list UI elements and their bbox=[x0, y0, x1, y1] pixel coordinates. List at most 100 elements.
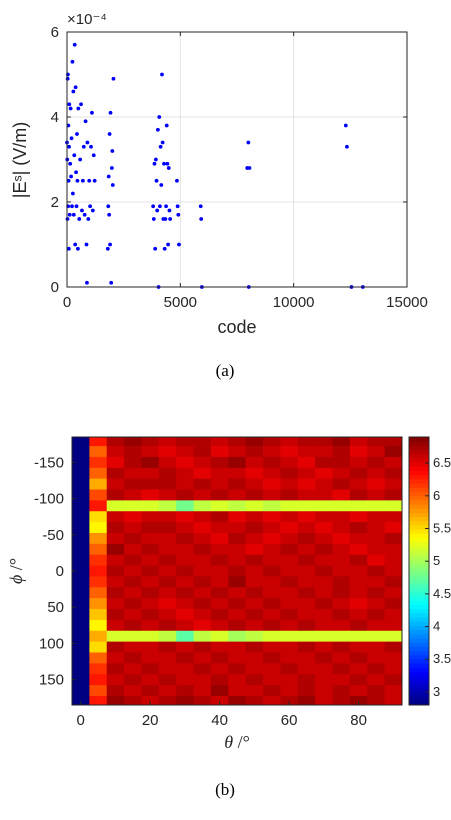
heatmap-cell bbox=[210, 598, 229, 610]
heatmap-cell bbox=[89, 576, 108, 588]
data-point bbox=[160, 72, 164, 77]
heatmap-cell bbox=[106, 652, 125, 664]
heatmap-cell bbox=[228, 587, 247, 599]
heatmap-cell bbox=[89, 478, 108, 490]
heatmap-cell bbox=[176, 630, 194, 643]
colorbar-step bbox=[409, 604, 429, 610]
colorbar-step bbox=[409, 449, 429, 455]
data-point bbox=[175, 204, 180, 209]
heatmap-cell bbox=[349, 446, 368, 458]
heatmap-cell bbox=[384, 685, 403, 697]
heatmap-cell bbox=[367, 467, 386, 480]
data-point bbox=[165, 161, 170, 166]
heatmap-cell bbox=[193, 587, 212, 599]
heatmap-cell bbox=[384, 576, 403, 588]
heatmap-cell bbox=[210, 630, 229, 643]
data-point bbox=[79, 102, 83, 107]
data-point bbox=[154, 178, 159, 183]
heatmap-cell bbox=[263, 695, 281, 706]
data-point bbox=[74, 170, 78, 175]
colorbar-step bbox=[409, 516, 429, 522]
heatmap-cell bbox=[228, 446, 247, 458]
heatmap-cell bbox=[228, 500, 247, 512]
colorbar-tick-label: 6.5 bbox=[433, 455, 451, 470]
heatmap-cell bbox=[176, 522, 194, 534]
heatmap-cell bbox=[193, 500, 212, 512]
heatmap-cell bbox=[315, 467, 333, 480]
heatmap-cell bbox=[349, 695, 368, 706]
heatmap-cell bbox=[367, 554, 386, 566]
colorbar-step bbox=[409, 583, 429, 589]
y-ticks-a: 0 2 4 6 bbox=[51, 24, 407, 296]
heatmap-cell bbox=[349, 437, 368, 447]
heatmap-cell bbox=[141, 456, 160, 469]
heatmap-cell bbox=[124, 500, 142, 512]
heatmap-cell bbox=[367, 522, 386, 534]
heatmap-cell bbox=[89, 652, 108, 664]
heatmap-cell bbox=[72, 446, 90, 458]
heatmap-cell bbox=[228, 467, 247, 480]
x-tick-label: 0 bbox=[63, 294, 71, 311]
data-point bbox=[151, 217, 156, 221]
heatmap-cell bbox=[315, 565, 333, 577]
data-point bbox=[153, 246, 158, 251]
heatmap-cell bbox=[72, 641, 90, 653]
data-point bbox=[345, 144, 349, 149]
heatmap-cell bbox=[106, 437, 125, 447]
heatmap-cell bbox=[384, 500, 403, 512]
heatmap-cell bbox=[280, 619, 299, 632]
heatmap-cell bbox=[384, 522, 403, 534]
heatmap-cell bbox=[280, 456, 299, 469]
colorbar-step bbox=[409, 558, 429, 564]
heatmap-cell bbox=[141, 576, 160, 588]
heatmap-cell bbox=[245, 565, 264, 577]
heatmap-cell bbox=[193, 641, 212, 653]
heatmap-cell bbox=[280, 511, 299, 523]
heatmap-cell bbox=[332, 685, 351, 697]
heatmap-cell bbox=[280, 587, 299, 599]
heatmap-cell bbox=[158, 630, 177, 643]
colorbar-step bbox=[409, 642, 429, 647]
heatmap-cell bbox=[332, 511, 351, 523]
heatmap-cell bbox=[280, 437, 299, 447]
heatmap-cell bbox=[245, 543, 264, 556]
heatmap-cell bbox=[384, 652, 403, 664]
heatmap-cell bbox=[72, 674, 90, 686]
heatmap-cell bbox=[228, 576, 247, 588]
heatmap-cell bbox=[332, 695, 351, 706]
heatmap-cell bbox=[193, 522, 212, 534]
x-tick-label: 10000 bbox=[273, 294, 315, 311]
heatmap-cell bbox=[245, 674, 264, 686]
heatmap-cell bbox=[228, 663, 247, 675]
heatmap-cell bbox=[263, 500, 281, 512]
heatmap-cell bbox=[210, 587, 229, 599]
heatmap-cell bbox=[141, 630, 160, 643]
data-point bbox=[80, 178, 85, 183]
heatmap-cell bbox=[245, 478, 264, 490]
heatmap-cell bbox=[297, 467, 316, 480]
heatmap-cell bbox=[89, 532, 108, 545]
heatmap-cell bbox=[124, 478, 142, 490]
heatmap-cell bbox=[315, 609, 333, 621]
colorbar-step bbox=[409, 504, 429, 509]
colorbar-step bbox=[409, 587, 429, 593]
heatmap-cell bbox=[245, 554, 264, 566]
heatmap-cell bbox=[332, 522, 351, 534]
x-tick-label: 0 bbox=[77, 712, 85, 729]
heatmap-cell bbox=[210, 695, 229, 706]
heatmap-cell bbox=[176, 467, 194, 480]
colorbar-step bbox=[409, 625, 429, 631]
heatmap-cell bbox=[245, 500, 264, 512]
heatmap-cell bbox=[193, 609, 212, 621]
heatmap-cell bbox=[297, 576, 316, 588]
heatmap-cell bbox=[210, 609, 229, 621]
heatmap-cell bbox=[124, 522, 142, 534]
heatmap-cell bbox=[332, 500, 351, 512]
heatmap-cell bbox=[263, 478, 281, 490]
x-tick-label: 80 bbox=[350, 712, 367, 729]
heatmap-cell bbox=[72, 500, 90, 512]
heatmap-cell bbox=[332, 446, 351, 458]
heatmap-cell bbox=[106, 500, 125, 512]
heatmap-cell bbox=[384, 456, 403, 469]
colorbar-step bbox=[409, 445, 429, 451]
